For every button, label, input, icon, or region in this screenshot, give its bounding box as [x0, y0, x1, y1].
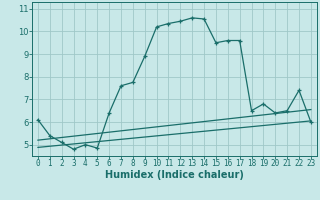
X-axis label: Humidex (Indice chaleur): Humidex (Indice chaleur): [105, 170, 244, 180]
